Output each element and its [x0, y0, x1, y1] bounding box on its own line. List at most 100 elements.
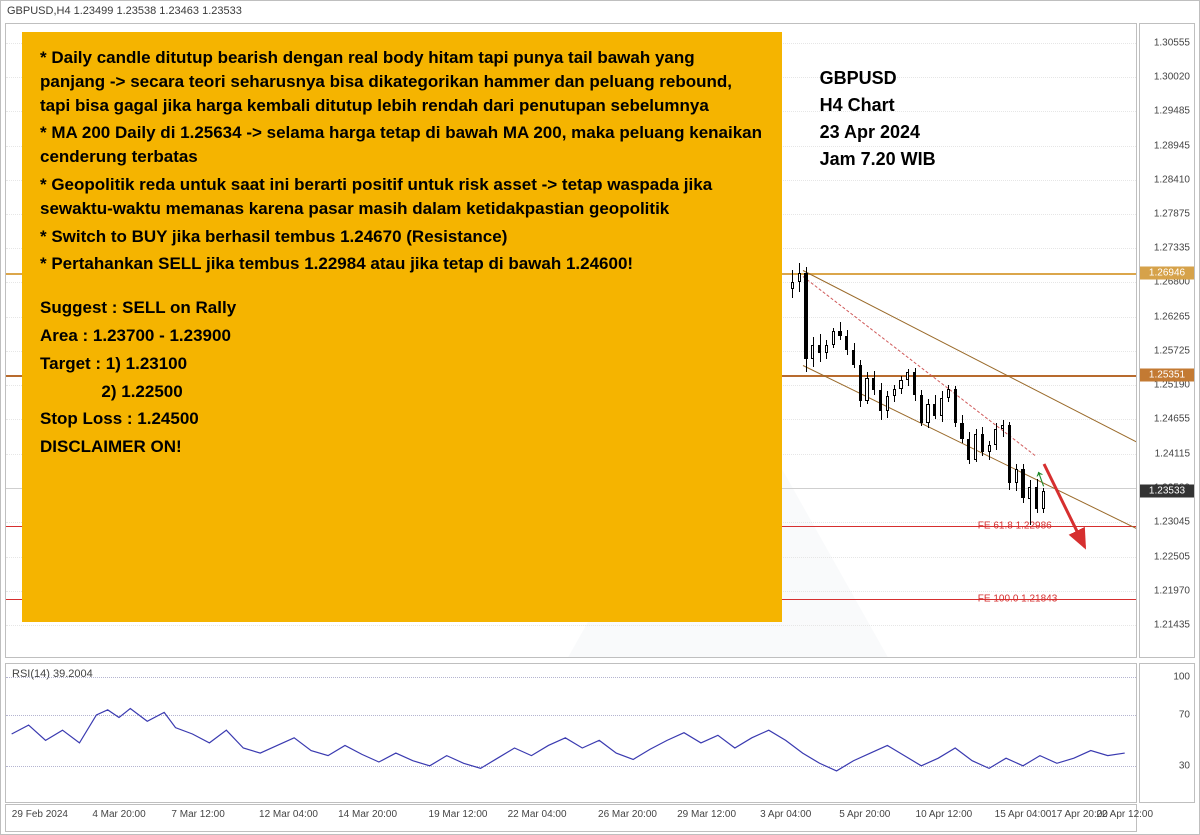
grid-line — [6, 625, 1136, 626]
candle-body — [960, 423, 963, 439]
candle-body — [818, 345, 821, 353]
rsi-tick: 30 — [1179, 760, 1190, 771]
candle-body — [926, 404, 929, 423]
time-tick: 26 Mar 20:00 — [598, 809, 657, 820]
analysis-suggest-line: 2) 1.22500 — [40, 380, 764, 404]
candle-body — [988, 445, 991, 452]
price-tick: 1.25725 — [1154, 346, 1190, 357]
analysis-overlay: * Daily candle ditutup bearish dengan re… — [22, 32, 782, 622]
price-tick: 1.30555 — [1154, 37, 1190, 48]
price-badge: 1.26946 — [1140, 267, 1194, 280]
price-tick: 1.29485 — [1154, 106, 1190, 117]
price-tick: 1.21970 — [1154, 585, 1190, 596]
price-tick: 1.21435 — [1154, 619, 1190, 630]
rsi-tick: 70 — [1179, 709, 1190, 720]
candle-body — [838, 331, 841, 336]
level-label: FE 100.0 1.21843 — [978, 593, 1058, 604]
candle-body — [811, 345, 814, 359]
rsi-line — [6, 664, 1136, 804]
price-chart-panel[interactable]: FE 61.8 1.22986FE 100.0 1.21843↑GBPUSDH4… — [5, 23, 1137, 658]
time-tick: 29 Feb 2024 — [12, 809, 68, 820]
price-tick: 1.27335 — [1154, 243, 1190, 254]
price-badge: 1.25351 — [1140, 368, 1194, 381]
info-line: Jam 7.20 WIB — [820, 146, 936, 173]
chart-header: GBPUSD,H4 1.23499 1.23538 1.23463 1.2353… — [7, 5, 242, 17]
candle-body — [886, 396, 889, 411]
candle-body — [798, 273, 801, 283]
time-tick: 15 Apr 04:00 — [995, 809, 1052, 820]
info-line: GBPUSD — [820, 65, 936, 92]
price-tick: 1.28945 — [1154, 140, 1190, 151]
price-tick: 1.24115 — [1155, 448, 1190, 459]
candle-body — [865, 378, 868, 400]
price-badge: 1.23533 — [1140, 484, 1194, 497]
candle-body — [804, 273, 807, 359]
candle-body — [933, 404, 936, 416]
time-tick: 3 Apr 04:00 — [760, 809, 811, 820]
info-line: 23 Apr 2024 — [820, 119, 936, 146]
time-tick: 19 Mar 12:00 — [429, 809, 488, 820]
candle-body — [947, 389, 950, 398]
down-arrow-icon — [1034, 454, 1095, 557]
analysis-paragraph: * MA 200 Daily di 1.25634 -> selama harg… — [40, 121, 764, 169]
candle-body — [906, 372, 909, 380]
time-tick: 10 Apr 12:00 — [916, 809, 973, 820]
rsi-panel[interactable]: RSI(14) 39.2004 — [5, 663, 1137, 803]
time-axis: 29 Feb 2024 4 Mar 20:00 7 Mar 12:00 12 Mar … — [5, 804, 1137, 832]
price-tick: 1.28410 — [1154, 174, 1190, 185]
candle-body — [845, 336, 848, 350]
candle-body — [852, 350, 855, 365]
time-tick: 5 Apr 20:00 — [839, 809, 890, 820]
chart-window: GBPUSD,H4 1.23499 1.23538 1.23463 1.2353… — [0, 0, 1200, 835]
time-tick: 4 Mar 20:00 — [92, 809, 145, 820]
time-tick: 14 Mar 20:00 — [338, 809, 397, 820]
price-tick: 1.27875 — [1154, 208, 1190, 219]
candle-body — [1015, 469, 1018, 484]
candle-body — [974, 434, 977, 460]
trend-line — [802, 276, 1034, 455]
analysis-suggest-line: Area : 1.23700 - 1.23900 — [40, 324, 764, 348]
candle-body — [1001, 425, 1004, 429]
candle-body — [832, 331, 835, 345]
time-tick: 12 Mar 04:00 — [259, 809, 318, 820]
price-tick: 1.22505 — [1154, 551, 1190, 562]
candle-body — [899, 380, 902, 389]
candle-body — [879, 390, 882, 412]
candle-body — [791, 282, 794, 288]
analysis-paragraph: * Daily candle ditutup bearish dengan re… — [40, 46, 764, 117]
candle-body — [1008, 425, 1011, 483]
candle-body — [994, 429, 997, 445]
analysis-suggest-line: Stop Loss : 1.24500 — [40, 407, 764, 431]
time-tick: 7 Mar 12:00 — [171, 809, 224, 820]
price-tick: 1.23045 — [1154, 517, 1190, 528]
candle-body — [981, 434, 984, 452]
analysis-suggest-line: Target : 1) 1.23100 — [40, 352, 764, 376]
price-tick: 1.24655 — [1154, 414, 1190, 425]
rsi-tick: 100 — [1173, 671, 1190, 682]
time-tick: 22 Apr 12:00 — [1096, 809, 1153, 820]
rsi-axis: 100 70 30 — [1139, 663, 1195, 803]
candle-body — [913, 372, 916, 395]
analysis-paragraph: * Pertahankan SELL jika tembus 1.22984 a… — [40, 252, 764, 276]
analysis-paragraph: * Switch to BUY jika berhasil tembus 1.2… — [40, 225, 764, 249]
candle-body — [1021, 469, 1024, 498]
analysis-suggest-line: Suggest : SELL on Rally — [40, 296, 764, 320]
info-line: H4 Chart — [820, 92, 936, 119]
price-tick: 1.30020 — [1154, 71, 1190, 82]
analysis-suggest-line: DISCLAIMER ON! — [40, 435, 764, 459]
time-tick: 29 Mar 12:00 — [677, 809, 736, 820]
candle-body — [893, 389, 896, 396]
candle-body — [954, 389, 957, 423]
candle-body — [920, 395, 923, 422]
candle-body — [940, 398, 943, 416]
chart-info-box: GBPUSDH4 Chart23 Apr 2024Jam 7.20 WIB — [820, 65, 936, 173]
candle-body — [967, 439, 970, 460]
candle-body — [825, 345, 828, 353]
price-tick: 1.26265 — [1154, 311, 1190, 322]
price-axis: 1.30555 1.30020 1.29485 1.28945 1.28410 1.278… — [1139, 23, 1195, 658]
time-tick: 22 Mar 04:00 — [508, 809, 567, 820]
candle-body — [1028, 487, 1031, 500]
candle-body — [859, 365, 862, 400]
candle-body — [872, 378, 875, 389]
analysis-paragraph: * Geopolitik reda untuk saat ini berarti… — [40, 173, 764, 221]
